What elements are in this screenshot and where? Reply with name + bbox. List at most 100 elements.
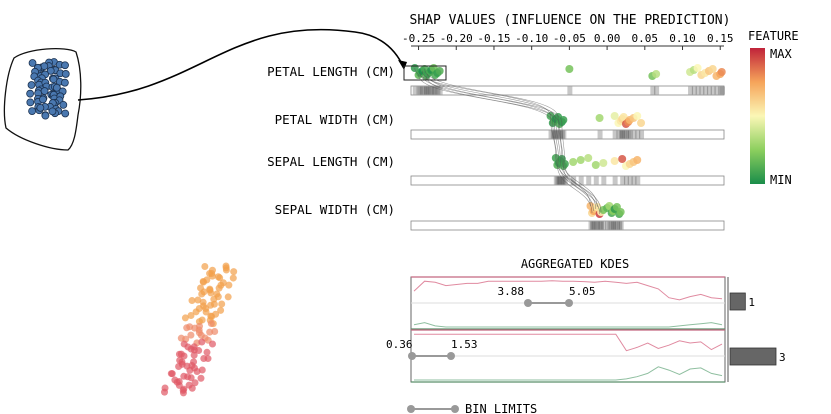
instance-link — [561, 158, 598, 208]
density-tick — [571, 176, 577, 185]
legend-max-label: MAX — [770, 47, 792, 61]
density-tick — [567, 86, 573, 95]
density-tick — [605, 221, 611, 230]
density-tick — [650, 86, 656, 95]
projection-point — [194, 296, 202, 304]
legend-min-label: MIN — [770, 173, 792, 187]
density-tick — [612, 130, 618, 139]
selected-point — [46, 66, 55, 75]
instance-link — [422, 70, 557, 120]
projection-point — [202, 308, 210, 316]
projection-point — [180, 385, 188, 393]
kde-bin-panel: 0.36 1.53 3 — [386, 329, 786, 383]
bin-min-handle[interactable] — [524, 299, 532, 307]
kde-curve-min — [413, 322, 723, 328]
projection-point — [187, 331, 195, 339]
density-tick — [621, 130, 627, 139]
shap-point — [584, 154, 593, 162]
projection-point — [225, 281, 233, 289]
projection-point — [216, 274, 224, 282]
projection-point — [217, 306, 225, 314]
selected-point — [59, 100, 68, 109]
projection-point — [197, 374, 205, 382]
shap-point — [576, 156, 585, 164]
projection-point — [187, 374, 195, 382]
bin-max-handle[interactable] — [565, 299, 573, 307]
kde-curve-min — [414, 366, 723, 381]
bin-min-label: 3.88 — [498, 285, 525, 298]
feature-label: PETAL WIDTH (CM) — [275, 112, 395, 127]
density-tick — [433, 86, 439, 95]
density-tick — [595, 221, 601, 230]
density-tick — [691, 86, 697, 95]
density-tick — [556, 130, 562, 139]
instance-link — [559, 123, 564, 167]
density-tick — [427, 86, 433, 95]
bin-min-handle[interactable] — [408, 352, 416, 360]
instance-links — [414, 67, 602, 215]
selected-point — [28, 59, 37, 67]
density-tick — [424, 86, 430, 95]
density-tick — [620, 176, 626, 185]
projection-point — [195, 304, 203, 312]
selection-link-arrow — [77, 28, 405, 101]
bin-max-label: 5.05 — [569, 285, 596, 298]
density-tick — [623, 130, 629, 139]
projection-point — [190, 351, 198, 359]
shap-point — [717, 68, 726, 76]
density-tick — [607, 221, 613, 230]
selected-point — [52, 83, 61, 92]
projection-point — [198, 338, 206, 346]
projection-point — [193, 368, 201, 376]
density-tick — [620, 130, 626, 139]
projection-point — [206, 285, 214, 293]
instance-link — [557, 164, 593, 214]
density-tick — [425, 86, 431, 95]
density-tick — [601, 176, 607, 185]
projection-point — [209, 340, 217, 348]
projection-point — [230, 268, 238, 276]
projection-point — [180, 340, 188, 348]
density-tick — [553, 130, 559, 139]
density-tick — [586, 176, 592, 185]
projection-point — [181, 314, 189, 322]
density-tick — [706, 86, 712, 95]
selected-point — [49, 75, 58, 84]
density-tick — [593, 176, 599, 185]
bin-max-handle[interactable] — [447, 352, 455, 360]
selected-point — [39, 95, 47, 104]
shap-point — [693, 64, 702, 72]
density-tick — [614, 221, 620, 230]
feature-row: SEPAL LENGTH (CM) — [267, 154, 725, 186]
shap-point — [569, 158, 578, 166]
selected-point — [61, 109, 70, 118]
projection-point — [188, 297, 196, 305]
density-tick — [609, 221, 615, 230]
density-tick — [435, 86, 441, 95]
arrow-head — [398, 60, 407, 70]
selected-point — [26, 98, 35, 107]
density-tick — [412, 86, 418, 95]
density-tick — [578, 176, 584, 185]
selection-box[interactable] — [403, 65, 447, 81]
instance-link — [550, 115, 557, 159]
selected-point — [61, 70, 70, 78]
instance-link — [554, 120, 560, 164]
density-tick — [416, 86, 422, 95]
shap-point — [618, 155, 627, 163]
density-tick — [601, 221, 607, 230]
density-tick — [437, 86, 443, 95]
density-tick — [552, 130, 558, 139]
density-tick — [718, 86, 724, 95]
bin-count-label: 3 — [779, 351, 786, 364]
density-tick — [617, 221, 623, 230]
instance-link — [563, 165, 600, 215]
projection-point — [195, 347, 203, 355]
density-tick — [695, 86, 701, 95]
projection-point — [208, 270, 216, 278]
density-tick — [591, 221, 597, 230]
shap-point — [565, 65, 574, 73]
instance-link — [557, 116, 563, 160]
kde-curve-max — [413, 280, 723, 301]
density-tick — [639, 130, 645, 139]
